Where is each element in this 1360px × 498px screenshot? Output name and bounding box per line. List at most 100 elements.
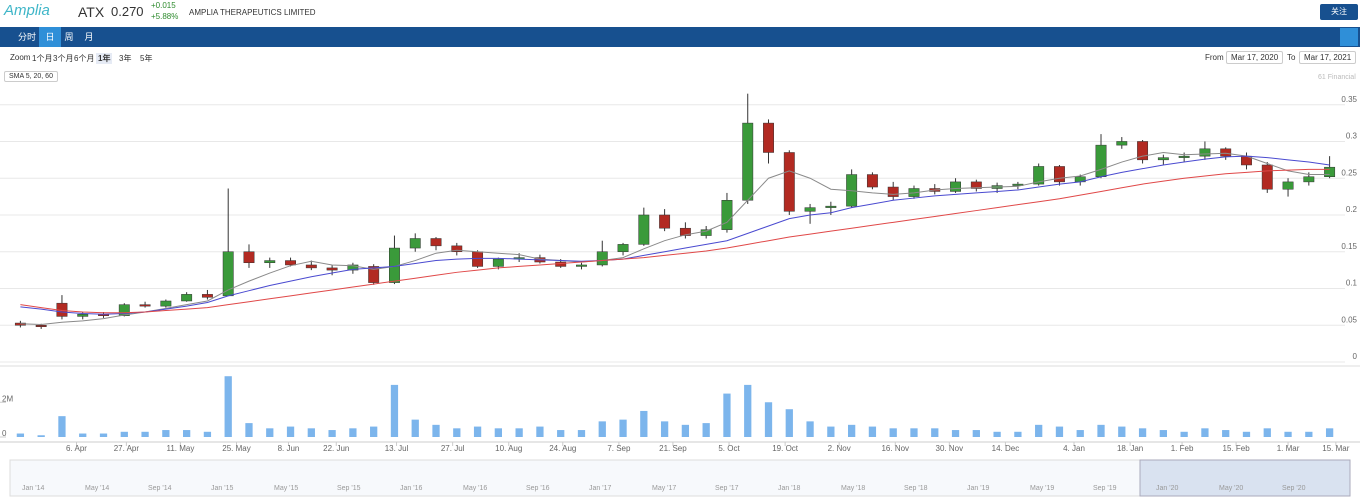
navigator-label: May '18	[841, 485, 865, 492]
volume-bar	[785, 409, 793, 437]
candle-body	[160, 300, 172, 307]
volume-bar	[972, 430, 980, 437]
ticker: ATX	[78, 4, 105, 20]
candle-body	[638, 214, 650, 245]
candle-body	[1095, 144, 1107, 177]
volume-bar	[370, 426, 378, 437]
x-tick-label: 27. Apr	[114, 444, 140, 453]
navigator-label: May '17	[652, 485, 676, 492]
zoom-option[interactable]: 3年	[119, 54, 132, 63]
x-tick-label: 25. May	[222, 444, 250, 453]
x-tick-label: 16. Nov	[881, 444, 909, 453]
zoom-option[interactable]: 6个月	[74, 54, 95, 63]
candle-body	[700, 229, 712, 236]
candle-body	[472, 251, 484, 267]
price: 0.270	[111, 4, 144, 19]
zoom-option[interactable]: 1年	[96, 53, 113, 64]
candle-body	[679, 227, 691, 236]
y-tick-label: 0.2	[1346, 205, 1358, 214]
volume-bar	[58, 416, 66, 437]
volume-bar	[598, 421, 606, 437]
volume-bar	[224, 376, 232, 437]
tab[interactable]: 月	[84, 32, 94, 42]
volume-bar	[515, 428, 523, 437]
navigator-label: Sep '17	[715, 485, 739, 492]
candle-body	[721, 200, 733, 230]
logo: Amplia	[4, 2, 50, 19]
navigator-label: May '20	[1219, 485, 1243, 492]
candle-body	[77, 313, 89, 317]
indicator-label: SMA 5, 20, 60	[4, 71, 58, 82]
tab[interactable]: 周	[64, 32, 74, 42]
volume-bar	[79, 433, 87, 437]
zoom-option[interactable]: 5年	[140, 54, 153, 63]
y-tick-label: 0	[1353, 352, 1358, 361]
volume-bar	[1325, 428, 1334, 437]
volume-bar	[1159, 430, 1167, 437]
candle-body	[804, 207, 816, 212]
navigator-label: Sep '18	[904, 485, 928, 492]
follow-button[interactable]: 关注	[1320, 4, 1358, 20]
candle-body	[430, 238, 442, 247]
candle-body	[825, 205, 837, 208]
tab[interactable]: 分时	[17, 32, 36, 42]
y-tick-label: 0.15	[1341, 242, 1357, 251]
x-tick-label: 15. Mar	[1322, 444, 1349, 453]
x-tick-label: 1. Mar	[1277, 444, 1300, 453]
credit: 61 Financial	[1318, 74, 1356, 81]
volume-bar	[681, 424, 690, 437]
volume-bar	[203, 431, 212, 437]
volume-bar	[162, 430, 170, 437]
volume-bar	[349, 428, 357, 437]
candle-body	[596, 251, 608, 266]
candle-body	[1261, 164, 1273, 190]
volume-bar	[1138, 428, 1147, 437]
from-input[interactable]: Mar 17, 2020	[1226, 51, 1284, 64]
x-tick-label: 6. Apr	[66, 444, 87, 453]
volume-bar	[619, 419, 627, 437]
candle-body	[305, 264, 317, 269]
volume-bar	[868, 426, 877, 437]
volume-bar	[1305, 431, 1313, 437]
volume-bar	[577, 430, 586, 437]
navigator-label: Jan '20	[1156, 485, 1178, 492]
x-tick-label: 22. Jun	[323, 444, 349, 453]
candle-body	[118, 304, 130, 316]
volume-bar	[120, 431, 128, 437]
x-tick-label: 21. Sep	[659, 444, 687, 453]
change: +0.015	[151, 1, 176, 10]
navigator-label: May '15	[274, 485, 298, 492]
candle-body	[139, 304, 151, 307]
to-label: To	[1287, 53, 1296, 62]
navigator-label: Jan '14	[22, 485, 44, 492]
candle-body	[285, 260, 296, 266]
x-tick-label: 14. Dec	[992, 444, 1020, 453]
candle-body	[201, 294, 213, 298]
to-input[interactable]: Mar 17, 2021	[1299, 51, 1357, 64]
tab[interactable]: 日	[39, 27, 61, 47]
x-tick-label: 30. Nov	[936, 444, 964, 453]
x-tick-label: 4. Jan	[1063, 444, 1085, 453]
candle-body	[264, 260, 276, 264]
volume-bar	[453, 428, 461, 437]
navigator-label: Sep '14	[148, 485, 172, 492]
volume-bar	[16, 433, 25, 437]
x-tick-label: 5. Oct	[718, 444, 740, 453]
from-label: From	[1205, 53, 1224, 62]
candle-body	[1324, 166, 1336, 177]
y-tick-label: 0	[2, 429, 7, 438]
volume-bar	[806, 421, 814, 437]
volume-bar	[1222, 430, 1230, 437]
candle-body	[181, 294, 193, 302]
x-tick-label: 13. Jul	[385, 444, 409, 453]
volume-bar	[1242, 431, 1251, 437]
volume-bar	[1201, 428, 1209, 437]
chart-icon[interactable]	[1340, 28, 1358, 46]
candle-body	[866, 174, 878, 188]
x-tick-label: 15. Feb	[1223, 444, 1251, 453]
zoom-option[interactable]: 1个月	[32, 54, 53, 63]
volume-bar	[411, 419, 419, 437]
zoom-option[interactable]: 3个月	[53, 54, 74, 63]
volume-bar	[993, 431, 1001, 437]
candle-body	[347, 264, 359, 271]
